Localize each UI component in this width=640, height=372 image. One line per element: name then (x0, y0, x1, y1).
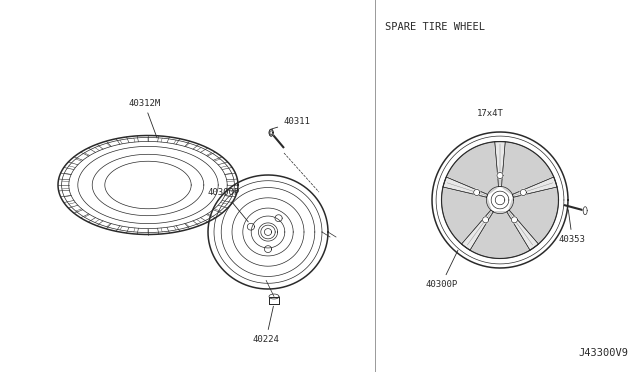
Polygon shape (497, 173, 503, 179)
Text: 40300P: 40300P (425, 250, 458, 289)
Text: 40224: 40224 (253, 306, 280, 344)
Polygon shape (474, 189, 480, 196)
Text: 17x4T: 17x4T (477, 109, 504, 118)
Polygon shape (511, 217, 518, 223)
Polygon shape (513, 177, 557, 198)
Text: J43300V9: J43300V9 (578, 348, 628, 358)
Polygon shape (461, 210, 493, 250)
Text: SPARE TIRE WHEEL: SPARE TIRE WHEEL (385, 22, 485, 32)
Polygon shape (495, 142, 505, 186)
Polygon shape (520, 189, 526, 196)
Polygon shape (507, 210, 538, 250)
Polygon shape (470, 212, 530, 259)
Polygon shape (509, 187, 559, 244)
Polygon shape (269, 296, 279, 304)
Polygon shape (442, 187, 491, 244)
Text: 40311: 40311 (272, 117, 310, 129)
Polygon shape (269, 129, 273, 136)
Text: 40300P: 40300P (208, 188, 248, 222)
Polygon shape (443, 177, 488, 198)
Polygon shape (501, 142, 554, 195)
Text: 40312M: 40312M (128, 99, 160, 138)
Text: 40353: 40353 (559, 210, 586, 244)
Polygon shape (583, 207, 587, 215)
Polygon shape (483, 217, 489, 223)
Polygon shape (446, 142, 499, 195)
